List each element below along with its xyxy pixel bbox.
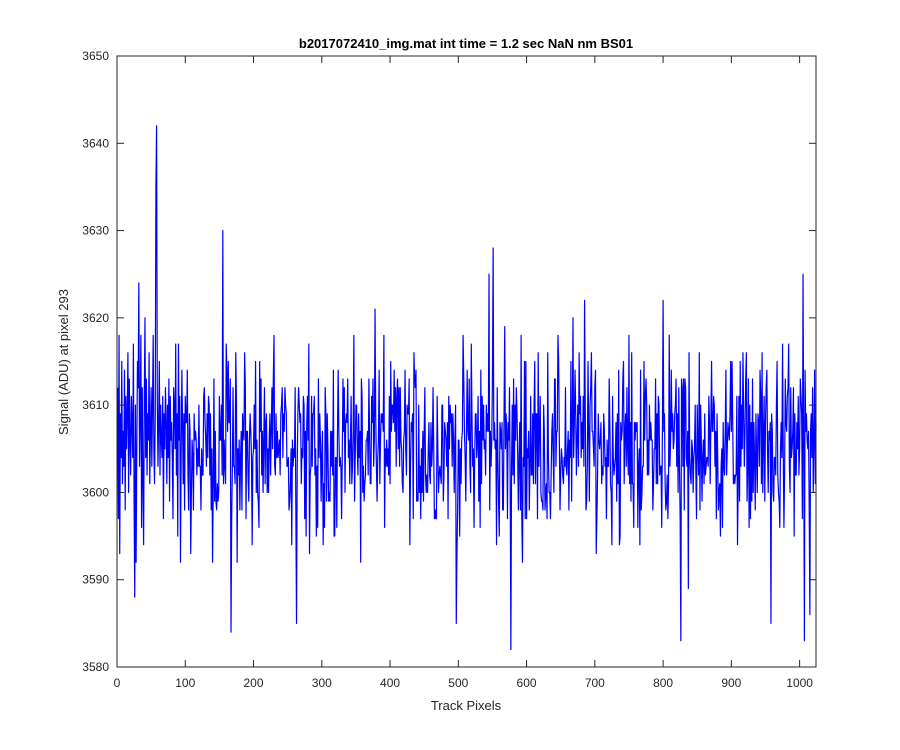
- y-axis-label: Signal (ADU) at pixel 293: [56, 289, 71, 435]
- ticks-layer: 0 100 200 300 400 500 600 700 800 900 1000 3580 3590…: [82, 49, 816, 690]
- x-tick-label: 300: [312, 676, 332, 690]
- x-tick-label: 200: [244, 676, 264, 690]
- x-tick-label: 800: [653, 676, 673, 690]
- y-tick-label: 3630: [82, 224, 109, 238]
- series-layer: [117, 125, 817, 651]
- chart-title: b2017072410_img.mat int time = 1.2 sec N…: [299, 36, 633, 51]
- y-tick-label: 3600: [82, 485, 109, 499]
- y-tick-label: 3620: [82, 311, 109, 325]
- x-tick-label: 900: [721, 676, 741, 690]
- x-tick-label: 0: [114, 676, 121, 690]
- x-tick-label: 400: [380, 676, 400, 690]
- x-tick-label: 1000: [786, 676, 813, 690]
- y-tick-label: 3580: [82, 660, 109, 674]
- axes-box: [116, 55, 817, 668]
- x-tick-label: 500: [448, 676, 468, 690]
- x-tick-label: 600: [517, 676, 537, 690]
- y-tick-label: 3640: [82, 136, 109, 150]
- x-tick-label: 700: [585, 676, 605, 690]
- x-axis-label: Track Pixels: [431, 698, 502, 713]
- x-tick-label: 100: [175, 676, 195, 690]
- y-tick-label: 3610: [82, 398, 109, 412]
- y-tick-label: 3650: [82, 49, 109, 63]
- y-tick-label: 3590: [82, 573, 109, 587]
- series-line: [117, 125, 817, 651]
